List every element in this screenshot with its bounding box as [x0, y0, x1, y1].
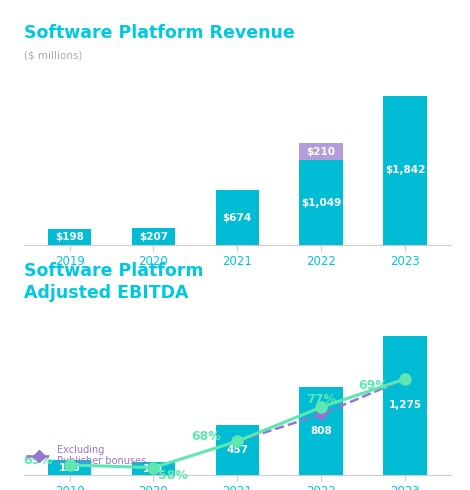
Text: 69%: 69%	[359, 379, 388, 392]
Text: 77%: 77%	[306, 393, 336, 406]
Bar	[132, 228, 175, 245]
Bar	[383, 336, 427, 475]
Text: 121: 121	[142, 464, 164, 474]
Bar	[299, 387, 343, 475]
Text: 1,275: 1,275	[389, 400, 422, 411]
Bar	[299, 160, 343, 245]
Text: $1,842: $1,842	[385, 166, 425, 175]
Text: Excluding
Publisher bonuses: Excluding Publisher bonuses	[57, 445, 146, 466]
Bar	[216, 191, 259, 245]
Text: 68%: 68%	[191, 430, 220, 443]
Bar	[383, 96, 427, 245]
Text: $1,049: $1,049	[301, 197, 341, 208]
Text: 457: 457	[227, 445, 248, 455]
Bar	[48, 229, 92, 245]
Bar	[48, 461, 92, 475]
Text: ($ millions): ($ millions)	[24, 50, 82, 60]
Bar	[132, 462, 175, 475]
Text: Software Platform Revenue: Software Platform Revenue	[24, 24, 294, 42]
Text: $198: $198	[55, 232, 84, 242]
Text: $674: $674	[223, 213, 252, 223]
Text: 808: 808	[310, 426, 332, 436]
Text: Software Platform
Adjusted EBITDA: Software Platform Adjusted EBITDA	[24, 262, 203, 302]
Bar	[216, 425, 259, 475]
Text: 58%: 58%	[157, 469, 188, 482]
Bar	[299, 143, 343, 160]
Text: $207: $207	[139, 232, 168, 242]
Text: $210: $210	[307, 147, 336, 157]
Text: 69%: 69%	[23, 454, 53, 467]
Text: 136: 136	[59, 463, 80, 473]
